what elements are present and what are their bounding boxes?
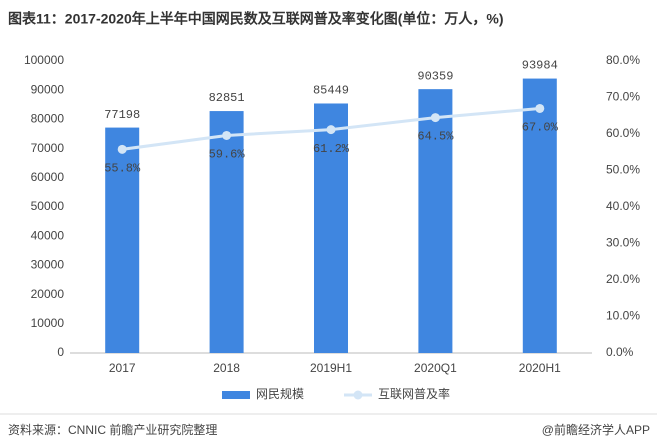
line-marker	[117, 144, 127, 154]
y-tick-label: 0	[57, 345, 64, 359]
y2-tick-label: 80.0%	[606, 53, 640, 67]
line-marker	[535, 103, 545, 113]
y-tick-label: 80000	[31, 112, 65, 126]
x-tick-label: 2018	[213, 361, 240, 375]
bar	[418, 89, 453, 353]
bar	[314, 103, 348, 353]
y-tick-label: 100000	[24, 53, 64, 67]
x-tick-label: 2020Q1	[414, 361, 457, 375]
x-tick-label: 2019H1	[310, 361, 352, 375]
bar	[105, 127, 140, 353]
y-tick-label: 60000	[31, 170, 65, 184]
y2-tick-label: 10.0%	[606, 309, 640, 323]
y-tick-label: 70000	[31, 141, 65, 155]
source: 资料来源：CNNIC 前瞻产业研究院整理	[8, 422, 217, 437]
legend-swatch-marker	[353, 390, 363, 400]
y2-tick-label: 0.0%	[606, 345, 634, 359]
line-marker	[430, 113, 440, 123]
bar-value-label: 90359	[417, 69, 453, 83]
brand: @前瞻经济学人APP	[542, 422, 650, 437]
line-marker	[222, 130, 232, 140]
y-tick-label: 10000	[31, 316, 65, 330]
legend-swatch	[222, 391, 250, 399]
bar-value-label: 85449	[313, 84, 349, 98]
x-tick-label: 2020H1	[519, 361, 561, 375]
y2-tick-label: 60.0%	[606, 126, 640, 140]
y2-tick-label: 40.0%	[606, 199, 640, 213]
y2-tick-label: 50.0%	[606, 163, 640, 177]
line-value-label: 55.8%	[104, 162, 141, 176]
y2-tick-label: 30.0%	[606, 236, 640, 250]
chart-title: 图表11：2017-2020年上半年中国网民数及互联网普及率变化图(单位：万人，…	[8, 11, 504, 27]
line-value-label: 67.0%	[522, 121, 559, 135]
y2-tick-label: 20.0%	[606, 272, 640, 286]
y-tick-label: 30000	[31, 258, 65, 272]
y2-tick-label: 70.0%	[606, 90, 640, 104]
legend-label: 互联网普及率	[378, 386, 450, 401]
bar-value-label: 82851	[209, 91, 245, 105]
bar-value-label: 77198	[104, 108, 140, 122]
line-value-label: 59.6%	[209, 148, 246, 162]
bar-value-label: 93984	[522, 59, 558, 73]
line-marker	[326, 125, 336, 135]
y-tick-label: 50000	[31, 199, 65, 213]
legend-label: 网民规模	[256, 386, 304, 401]
bar	[209, 111, 244, 354]
x-tick-label: 2017	[109, 361, 136, 375]
line-value-label: 61.2%	[313, 142, 350, 156]
y-tick-label: 40000	[31, 228, 65, 242]
y-tick-label: 90000	[31, 82, 65, 96]
line-value-label: 64.5%	[417, 130, 454, 144]
bar	[522, 78, 557, 354]
y-tick-label: 20000	[31, 287, 65, 301]
